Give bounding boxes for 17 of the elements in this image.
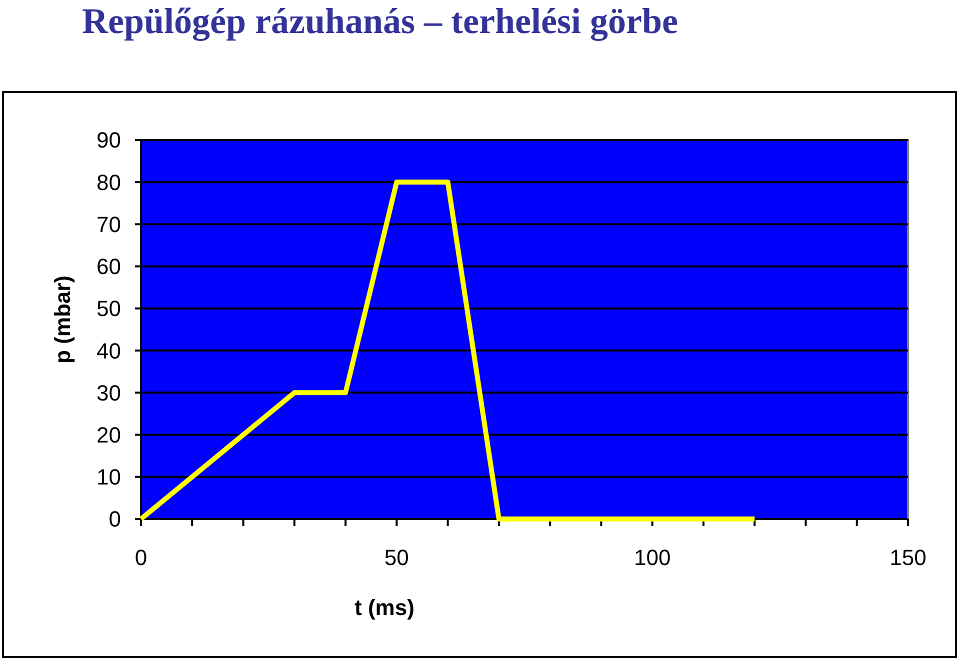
y-tick-label: 40 [96,338,121,364]
chart-title: Repülőgép rázuhanás – terhelési görbe [82,1,678,41]
y-tick-label: 20 [96,422,121,448]
y-tick-label: 60 [96,254,121,280]
y-tick-label: 0 [108,506,121,532]
y-tick-label: 80 [96,170,121,195]
x-axis-title: t (ms) [354,595,414,620]
y-tick-label: 30 [96,380,121,406]
y-tick-label: 10 [96,464,121,490]
y-tick-label: 50 [96,296,121,322]
y-axis-title: p (mbar) [50,276,75,364]
x-tick-label: 0 [134,545,148,570]
y-tick-label: 90 [96,128,121,153]
x-tick-label: 100 [634,545,671,570]
x-tick-label: 150 [890,545,926,570]
y-tick-label: 70 [96,212,121,237]
x-tick-label: 50 [384,545,409,570]
